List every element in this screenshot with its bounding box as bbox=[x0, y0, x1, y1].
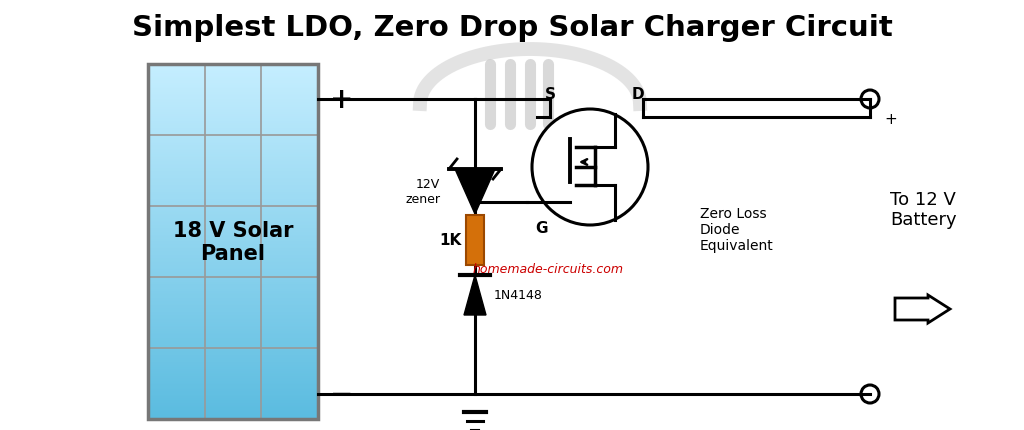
Text: G: G bbox=[535, 221, 548, 236]
Bar bbox=[148, 65, 318, 419]
Text: homemade-circuits.com: homemade-circuits.com bbox=[472, 263, 624, 276]
Text: Simplest LDO, Zero Drop Solar Charger Circuit: Simplest LDO, Zero Drop Solar Charger Ci… bbox=[132, 14, 892, 42]
Circle shape bbox=[532, 110, 648, 225]
Polygon shape bbox=[464, 275, 486, 315]
Polygon shape bbox=[455, 169, 495, 215]
Bar bbox=[466, 215, 484, 265]
FancyArrow shape bbox=[895, 295, 950, 323]
Text: D: D bbox=[632, 87, 644, 102]
Text: −: − bbox=[330, 380, 353, 408]
Text: S: S bbox=[545, 87, 555, 102]
Text: 12V
zener: 12V zener bbox=[406, 178, 440, 206]
Text: 1N4148: 1N4148 bbox=[494, 289, 543, 302]
Text: 1K: 1K bbox=[439, 233, 462, 248]
Text: Zero Loss
Diode
Equivalent: Zero Loss Diode Equivalent bbox=[700, 206, 774, 252]
Text: +: + bbox=[330, 86, 353, 114]
Text: To 12 V
Battery: To 12 V Battery bbox=[890, 190, 956, 229]
Text: +: + bbox=[884, 112, 897, 127]
Text: 18 V Solar
Panel: 18 V Solar Panel bbox=[173, 221, 293, 264]
